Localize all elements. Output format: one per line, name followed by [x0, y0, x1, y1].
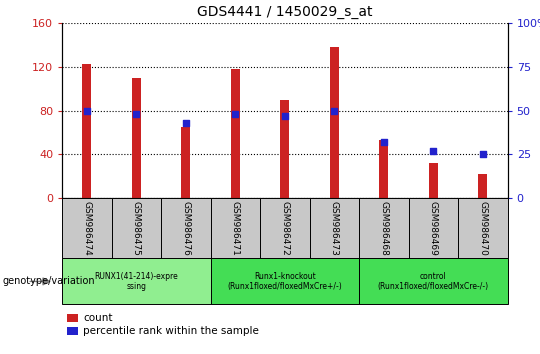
Text: GSM986475: GSM986475 — [132, 201, 141, 256]
Bar — [211, 198, 260, 258]
Bar — [478, 174, 487, 198]
Bar — [132, 78, 141, 198]
Bar — [359, 198, 409, 258]
Point — [83, 108, 91, 113]
Bar — [231, 69, 240, 198]
Bar — [161, 198, 211, 258]
Text: GSM986468: GSM986468 — [379, 201, 388, 256]
Point — [281, 113, 289, 119]
Bar — [62, 258, 211, 304]
Point — [181, 120, 190, 126]
Text: GSM986469: GSM986469 — [429, 201, 438, 256]
Bar — [62, 198, 112, 258]
Legend: count, percentile rank within the sample: count, percentile rank within the sample — [68, 313, 259, 336]
Point — [132, 111, 140, 117]
Bar — [429, 163, 438, 198]
Bar — [380, 140, 388, 198]
Text: GSM986471: GSM986471 — [231, 201, 240, 256]
Bar — [458, 198, 508, 258]
Text: RUNX1(41-214)-expre
ssing: RUNX1(41-214)-expre ssing — [94, 272, 178, 291]
Bar — [330, 47, 339, 198]
Bar — [112, 198, 161, 258]
Text: GSM986473: GSM986473 — [330, 201, 339, 256]
Bar — [280, 100, 289, 198]
Point — [478, 152, 487, 157]
Text: genotype/variation: genotype/variation — [3, 276, 96, 286]
Title: GDS4441 / 1450029_s_at: GDS4441 / 1450029_s_at — [197, 5, 373, 19]
Text: GSM986476: GSM986476 — [181, 201, 190, 256]
Point — [429, 148, 437, 154]
Text: GSM986472: GSM986472 — [280, 201, 289, 256]
Bar — [309, 198, 359, 258]
Bar — [83, 63, 91, 198]
Bar — [211, 258, 359, 304]
Point — [330, 108, 339, 113]
Bar — [359, 258, 508, 304]
Text: GSM986474: GSM986474 — [82, 201, 91, 256]
Bar — [409, 198, 458, 258]
Text: GSM986470: GSM986470 — [478, 201, 487, 256]
Text: Runx1-knockout
(Runx1floxed/floxedMxCre+/-): Runx1-knockout (Runx1floxed/floxedMxCre+… — [227, 272, 342, 291]
Bar — [260, 198, 309, 258]
Bar — [181, 127, 190, 198]
Point — [231, 111, 240, 117]
Point — [380, 139, 388, 145]
Text: control
(Runx1floxed/floxedMxCre-/-): control (Runx1floxed/floxedMxCre-/-) — [378, 272, 489, 291]
